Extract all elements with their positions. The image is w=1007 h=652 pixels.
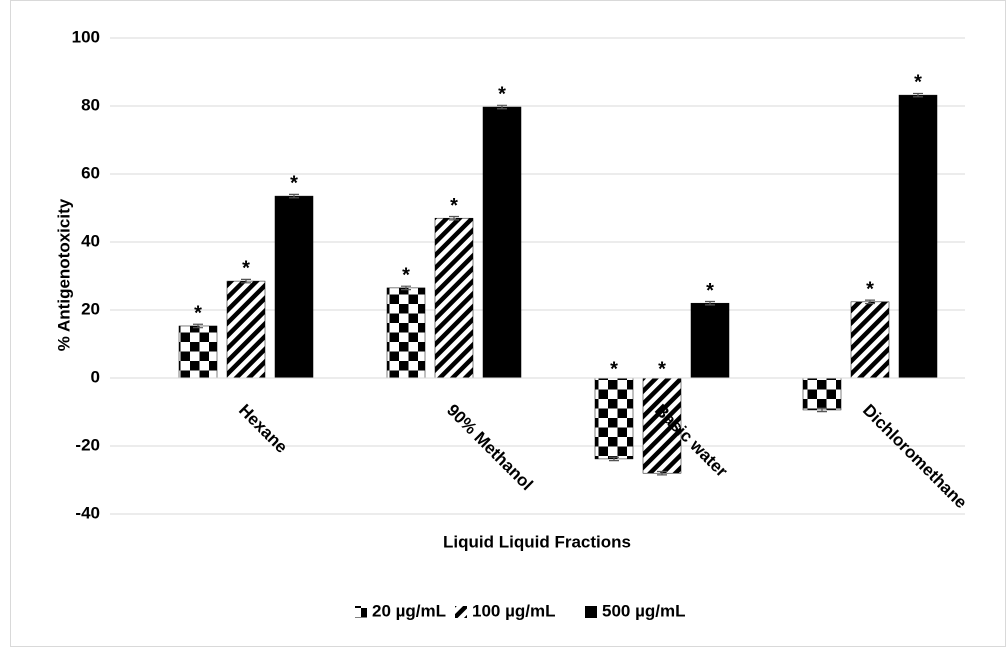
bar [802,377,842,411]
y-tick-label: 100 [72,27,100,46]
significance-label: * [450,195,458,217]
error-bar [449,215,459,221]
error-bar [657,470,667,476]
bar [642,377,682,474]
x-axis-title: Liquid Liquid Fractions [443,532,631,551]
legend-label: 100 µg/mL [472,601,556,620]
error-bar [865,299,875,305]
bar [274,195,314,379]
legend-swatch [355,606,367,618]
bar [386,287,426,379]
error-bar [609,456,619,462]
bar [594,377,634,460]
error-bar [241,278,251,284]
y-tick-label: 40 [81,231,100,250]
y-tick-label: 60 [81,163,100,182]
significance-label: * [610,358,618,380]
error-bar [817,407,827,413]
bar [898,94,938,379]
error-bar [401,285,411,291]
y-tick-label: -20 [75,435,100,454]
legend-swatch [455,606,467,618]
bar [178,325,218,379]
significance-label: * [866,278,874,300]
significance-label: * [914,72,922,94]
legend-label: 20 µg/mL [372,601,446,620]
significance-label: * [194,303,202,325]
significance-label: * [290,173,298,195]
bar [850,301,890,379]
bar [434,217,474,379]
error-bar [913,92,923,98]
significance-label: * [706,280,714,302]
error-bar [705,300,715,306]
y-tick-label: 20 [81,299,100,318]
significance-label: * [498,84,506,106]
error-bar [497,104,507,110]
bar [690,302,730,379]
bar [482,106,522,379]
y-tick-label: -40 [75,503,100,522]
significance-label: * [658,358,666,380]
error-bar [289,193,299,199]
y-tick-label: 0 [91,367,100,386]
significance-label: * [242,258,250,280]
bar [226,280,266,379]
significance-label: * [402,264,410,286]
error-bar [193,323,203,329]
legend-label: 500 µg/mL [602,601,686,620]
y-tick-label: 80 [81,95,100,114]
legend-swatch [585,606,597,618]
y-axis-title: % Antigenotoxicity [54,198,73,351]
